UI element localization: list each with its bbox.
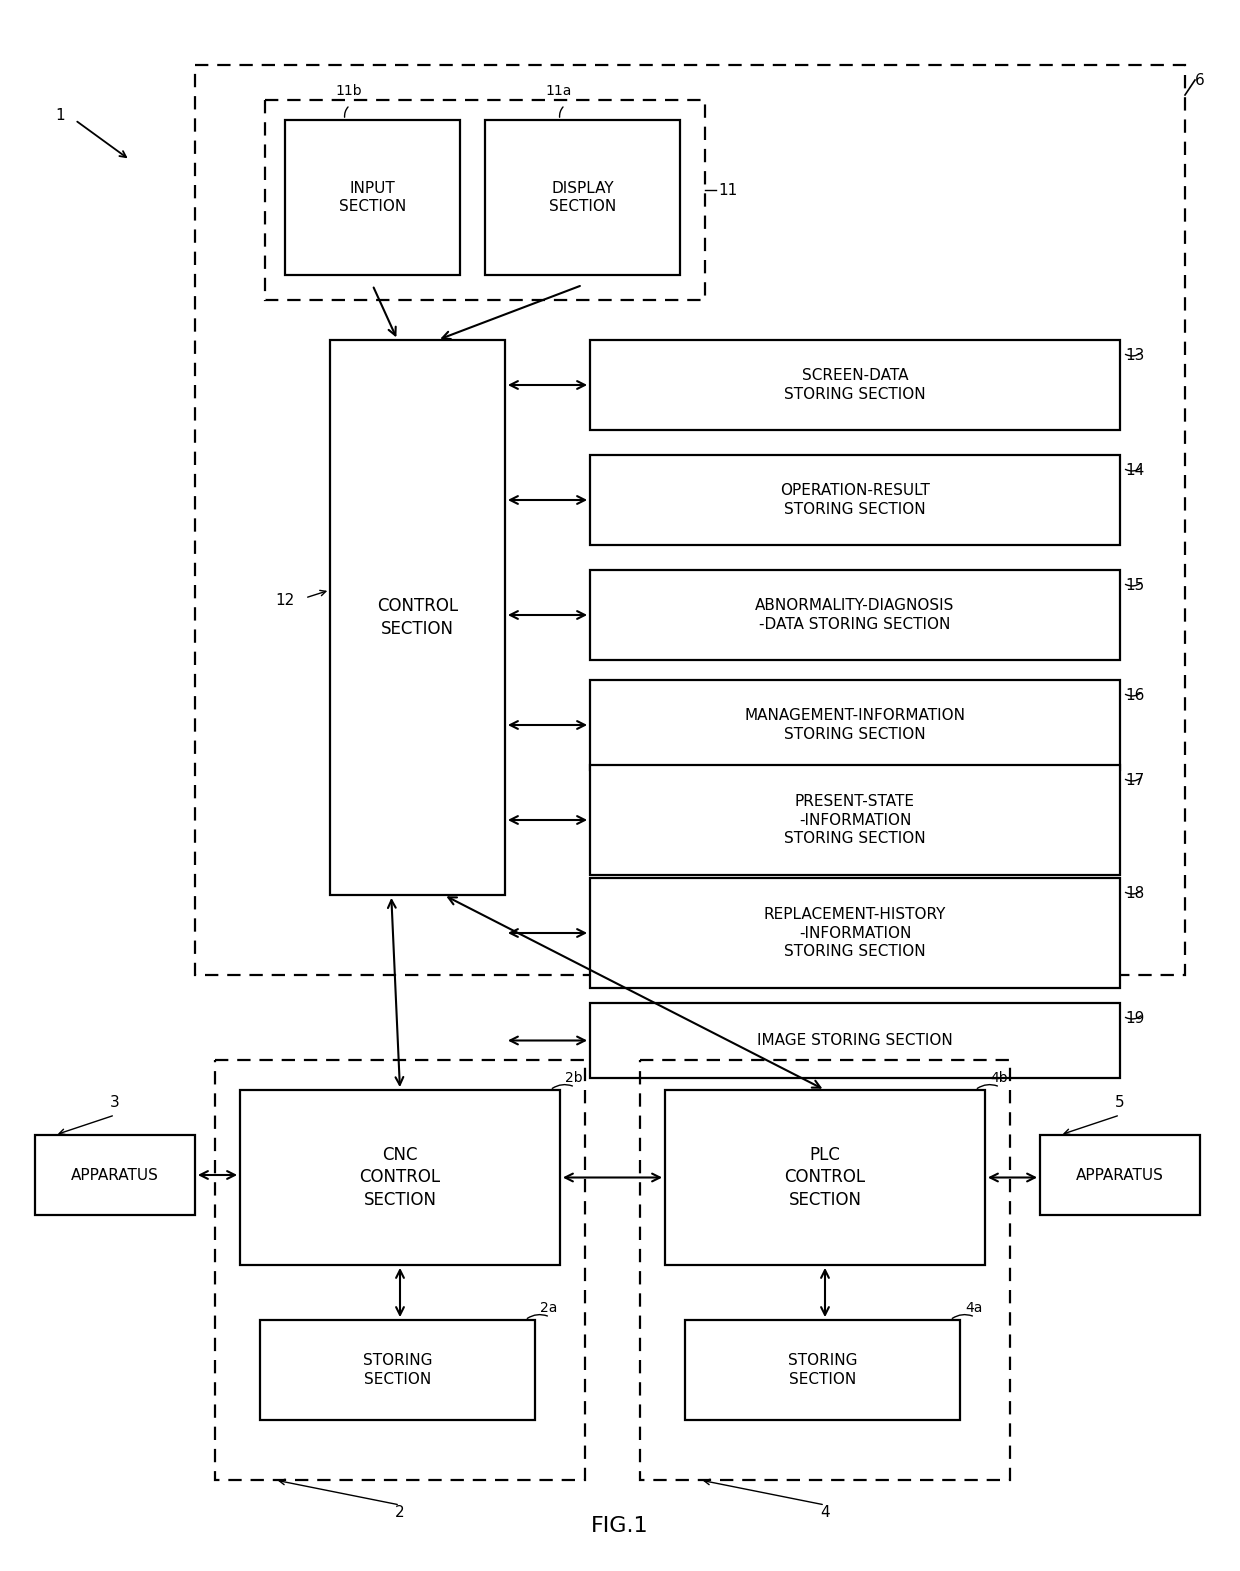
- Text: 19: 19: [1125, 1012, 1145, 1026]
- Text: DISPLAY
SECTION: DISPLAY SECTION: [549, 181, 616, 214]
- Text: PLC
CONTROL
SECTION: PLC CONTROL SECTION: [785, 1147, 866, 1208]
- Text: 11: 11: [718, 182, 738, 198]
- Text: STORING
SECTION: STORING SECTION: [363, 1353, 433, 1387]
- Bar: [485, 119, 680, 275]
- Text: CONTROL
SECTION: CONTROL SECTION: [377, 597, 458, 638]
- Text: 2: 2: [396, 1505, 404, 1521]
- Bar: [285, 119, 460, 275]
- Bar: [590, 456, 1120, 545]
- Text: 15: 15: [1125, 578, 1145, 592]
- Text: 4b: 4b: [990, 1071, 1008, 1086]
- Bar: [665, 1090, 985, 1265]
- Text: STORING
SECTION: STORING SECTION: [787, 1353, 857, 1387]
- Text: CNC
CONTROL
SECTION: CNC CONTROL SECTION: [360, 1147, 440, 1208]
- Text: 5: 5: [1115, 1095, 1125, 1111]
- Bar: [590, 765, 1120, 875]
- Text: REPLACEMENT-HISTORY
-INFORMATION
STORING SECTION: REPLACEMENT-HISTORY -INFORMATION STORING…: [764, 906, 946, 960]
- Bar: [590, 680, 1120, 770]
- Text: 6: 6: [1195, 72, 1205, 88]
- Bar: [684, 1320, 960, 1420]
- Text: FIG.1: FIG.1: [591, 1516, 649, 1536]
- Bar: [590, 570, 1120, 660]
- Text: 14: 14: [1125, 463, 1145, 478]
- Text: OPERATION-RESULT
STORING SECTION: OPERATION-RESULT STORING SECTION: [780, 484, 930, 517]
- Bar: [35, 1134, 195, 1214]
- Text: PRESENT-STATE
-INFORMATION
STORING SECTION: PRESENT-STATE -INFORMATION STORING SECTI…: [784, 793, 926, 847]
- Text: ABNORMALITY-DIAGNOSIS
-DATA STORING SECTION: ABNORMALITY-DIAGNOSIS -DATA STORING SECT…: [755, 599, 955, 632]
- Text: 11b: 11b: [335, 83, 362, 97]
- Text: MANAGEMENT-INFORMATION
STORING SECTION: MANAGEMENT-INFORMATION STORING SECTION: [744, 709, 966, 742]
- Text: IMAGE STORING SECTION: IMAGE STORING SECTION: [758, 1034, 952, 1048]
- Bar: [1040, 1134, 1200, 1214]
- Text: 1: 1: [56, 107, 64, 123]
- Text: INPUT
SECTION: INPUT SECTION: [339, 181, 407, 214]
- Bar: [265, 101, 706, 300]
- Bar: [590, 1002, 1120, 1078]
- Text: 12: 12: [275, 592, 295, 608]
- Bar: [195, 64, 1185, 976]
- Text: 4a: 4a: [965, 1301, 982, 1315]
- Text: SCREEN-DATA
STORING SECTION: SCREEN-DATA STORING SECTION: [784, 368, 926, 402]
- Text: 4: 4: [820, 1505, 830, 1521]
- Text: 2a: 2a: [539, 1301, 557, 1315]
- Bar: [590, 339, 1120, 430]
- Text: 13: 13: [1125, 349, 1145, 363]
- Text: 17: 17: [1125, 773, 1145, 789]
- Bar: [215, 1060, 585, 1480]
- Bar: [260, 1320, 534, 1420]
- Text: 16: 16: [1125, 688, 1145, 702]
- Bar: [330, 339, 505, 895]
- Text: 2b: 2b: [565, 1071, 583, 1086]
- Text: 18: 18: [1125, 886, 1145, 902]
- Text: 3: 3: [110, 1095, 120, 1111]
- Bar: [640, 1060, 1011, 1480]
- Bar: [590, 878, 1120, 988]
- Text: APPARATUS: APPARATUS: [71, 1167, 159, 1183]
- Text: 11a: 11a: [546, 83, 572, 97]
- Bar: [241, 1090, 560, 1265]
- Text: APPARATUS: APPARATUS: [1076, 1167, 1164, 1183]
